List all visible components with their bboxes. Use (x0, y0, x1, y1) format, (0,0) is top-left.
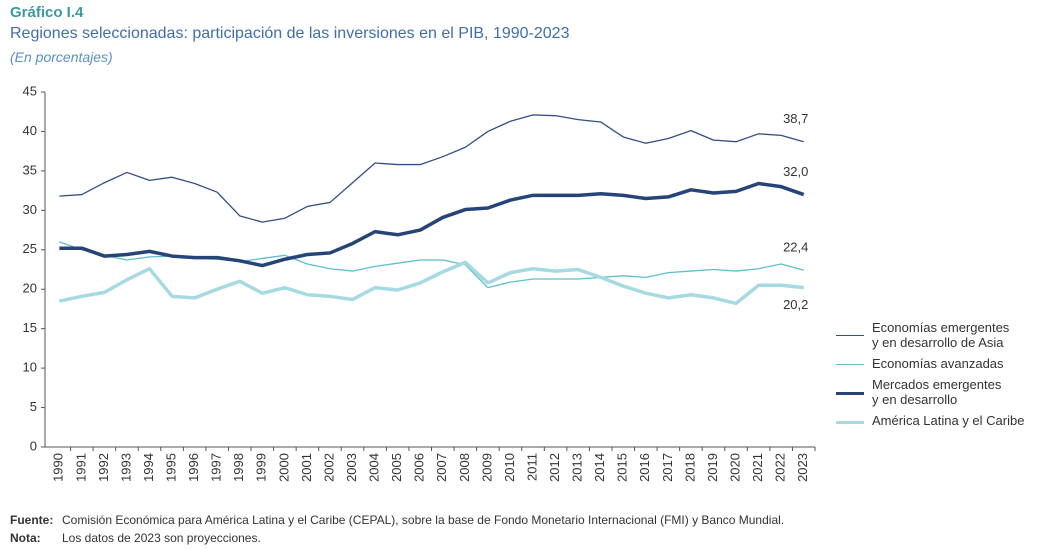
x-tick-label: 2006 (412, 453, 427, 482)
x-tick-label: 2003 (344, 453, 359, 482)
x-tick-label: 2000 (276, 453, 291, 482)
x-tick-label: 1994 (141, 453, 156, 482)
x-tick-label: 2014 (592, 453, 607, 482)
x-tick-label: 2015 (615, 453, 630, 482)
x-tick-label: 2007 (434, 453, 449, 482)
legend-label: Economías emergentes y en desarrollo de … (872, 320, 1010, 350)
legend-swatch (836, 363, 864, 365)
x-tick-label: 2017 (660, 453, 675, 482)
data-label: 32,0 (783, 164, 808, 179)
x-tick-label: 1990 (51, 453, 66, 482)
chart-title: Gráfico I.4 (10, 4, 84, 21)
x-tick-label: 2002 (321, 453, 336, 482)
legend-swatch (836, 335, 864, 336)
x-tick-label: 2018 (682, 453, 697, 482)
y-tick-label: 20 (23, 281, 37, 296)
legend-item: Economías avanzadas (836, 356, 1024, 371)
note-label: Nota: (10, 531, 41, 545)
y-tick-label: 30 (23, 202, 37, 217)
legend-item: América Latina y el Caribe (836, 413, 1024, 428)
x-tick-label: 2021 (750, 453, 765, 482)
note-text: Los datos de 2023 son proyecciones. (62, 531, 261, 545)
y-tick-label: 25 (23, 241, 37, 256)
legend-label: Economías avanzadas (872, 356, 1004, 371)
x-tick-label: 2020 (727, 453, 742, 482)
chart-subtitle: Regiones seleccionadas: participación de… (10, 25, 570, 42)
x-tick-label: 2010 (502, 453, 517, 482)
x-tick-label: 1995 (164, 453, 179, 482)
x-tick-label: 1998 (231, 453, 246, 482)
x-tick-label: 1991 (73, 453, 88, 482)
source-text: Comisión Económica para América Latina y… (62, 513, 785, 527)
y-tick-label: 5 (30, 399, 37, 414)
source-line: Fuente: Comisión Económica para América L… (10, 513, 784, 527)
legend-swatch (836, 392, 864, 395)
legend-swatch (836, 420, 864, 424)
x-tick-label: 2008 (457, 453, 472, 482)
unit-note: (En porcentajes) (10, 49, 113, 65)
data-label: 22,4 (783, 240, 808, 255)
x-tick-label: 2004 (367, 453, 382, 482)
data-label: 20,2 (783, 297, 808, 312)
x-tick-label: 1996 (186, 453, 201, 482)
x-tick-label: 2022 (773, 453, 788, 482)
y-tick-label: 45 (23, 83, 37, 98)
x-tick-label: 2001 (299, 453, 314, 482)
series-line (59, 241, 804, 289)
series-line (59, 114, 804, 223)
series-line (59, 181, 805, 268)
y-tick-label: 40 (23, 123, 37, 138)
x-tick-label: 2013 (570, 453, 585, 482)
series-line (58, 260, 804, 306)
legend-label: América Latina y el Caribe (872, 413, 1025, 428)
legend: Economías emergentes y en desarrollo de … (836, 320, 1024, 434)
x-tick-label: 2023 (795, 453, 810, 482)
y-tick-label: 0 (30, 438, 37, 453)
legend-item: Economías emergentes y en desarrollo de … (836, 320, 1024, 350)
x-tick-label: 2011 (524, 453, 539, 481)
data-label: 38,7 (783, 111, 808, 126)
legend-label: Mercados emergentes y en desarrollo (872, 377, 1002, 407)
y-tick-label: 35 (23, 162, 37, 177)
x-tick-label: 1992 (96, 453, 111, 482)
x-tick-label: 2016 (637, 453, 652, 482)
source-label: Fuente: (10, 513, 54, 527)
x-tick-label: 1997 (209, 453, 224, 482)
note-line: Nota: Los datos de 2023 son proyecciones. (10, 531, 261, 545)
x-tick-label: 1993 (118, 453, 133, 482)
x-tick-label: 1999 (254, 453, 269, 482)
y-tick-label: 15 (23, 320, 37, 335)
legend-item: Mercados emergentes y en desarrollo (836, 377, 1024, 407)
y-tick-label: 10 (23, 360, 37, 375)
x-tick-label: 2012 (547, 453, 562, 482)
x-tick-label: 2005 (389, 453, 404, 482)
x-tick-label: 2009 (479, 453, 494, 482)
x-tick-label: 2019 (705, 453, 720, 482)
